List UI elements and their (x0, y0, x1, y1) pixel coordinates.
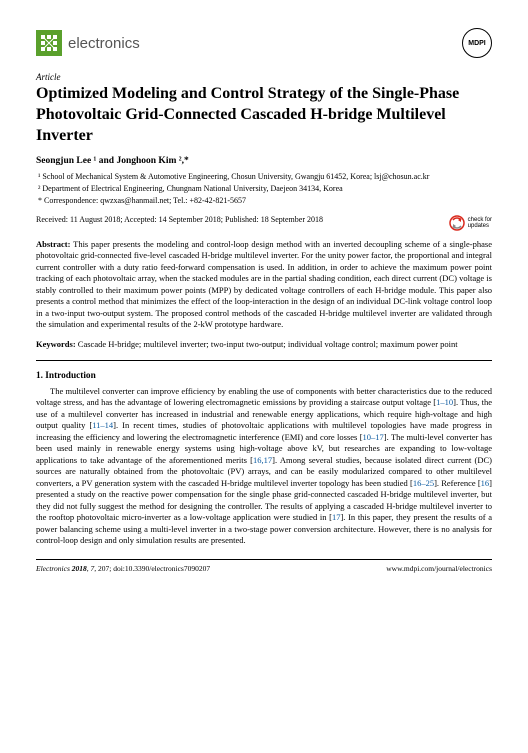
footer-url[interactable]: www.mdpi.com/journal/electronics (386, 564, 492, 573)
footer-doi: , 7, 207; doi:10.3390/electronics7090207 (87, 564, 210, 573)
header-row: electronics MDPI (36, 28, 492, 58)
abstract: Abstract: This paper presents the modeli… (36, 239, 492, 331)
intro-paragraph: The multilevel converter can improve eff… (36, 386, 492, 547)
dates: Received: 11 August 2018; Accepted: 14 S… (36, 215, 323, 224)
check-updates-icon (449, 215, 465, 231)
ref-link-3[interactable]: 10–17 (363, 432, 384, 442)
abstract-label: Abstract: (36, 239, 70, 249)
check-updates-label: check for updates (468, 217, 492, 229)
ref-link-6[interactable]: 16 (481, 478, 490, 488)
publisher-badge: MDPI (462, 28, 492, 58)
journal-logo-icon (36, 30, 62, 56)
journal-brand: electronics (36, 30, 140, 56)
publisher-name: MDPI (468, 40, 486, 47)
ref-link-1[interactable]: 1–10 (436, 397, 453, 407)
intro-text-1: The multilevel converter can improve eff… (36, 386, 492, 407)
page: electronics MDPI Article Optimized Model… (0, 0, 528, 597)
ref-link-4[interactable]: 16,17 (253, 455, 272, 465)
footer-year: 2018 (72, 564, 87, 573)
keywords-label: Keywords: (36, 339, 76, 349)
check-updates-badge[interactable]: check for updates (449, 215, 492, 231)
article-type: Article (36, 72, 492, 82)
keywords: Keywords: Cascade H-bridge; multilevel i… (36, 339, 492, 350)
affiliation-1: ¹ School of Mechanical System & Automoti… (36, 172, 492, 183)
section-heading-1: 1. Introduction (36, 371, 492, 381)
journal-name: electronics (68, 35, 140, 52)
intro-text-6: ]. Reference [ (434, 478, 481, 488)
paper-title: Optimized Modeling and Control Strategy … (36, 84, 492, 146)
abstract-text: This paper presents the modeling and con… (36, 239, 492, 329)
authors-line: Seongjun Lee ¹ and Jonghoon Kim ²,* (36, 156, 492, 166)
keywords-text: Cascade H-bridge; multilevel inverter; t… (76, 339, 458, 349)
affiliation-2: ² Department of Electrical Engineering, … (36, 184, 492, 195)
footer-journal: Electronics (36, 564, 72, 573)
divider (36, 360, 492, 361)
footer-citation: Electronics 2018, 7, 207; doi:10.3390/el… (36, 564, 210, 573)
affiliation-block: ¹ School of Mechanical System & Automoti… (36, 172, 492, 206)
correspondence: * Correspondence: qwzxas@hanmail.net; Te… (36, 196, 492, 207)
footer: Electronics 2018, 7, 207; doi:10.3390/el… (36, 559, 492, 573)
ref-link-5[interactable]: 16–25 (413, 478, 434, 488)
ref-link-2[interactable]: 11–14 (92, 420, 113, 430)
dates-row: Received: 11 August 2018; Accepted: 14 S… (36, 215, 492, 231)
